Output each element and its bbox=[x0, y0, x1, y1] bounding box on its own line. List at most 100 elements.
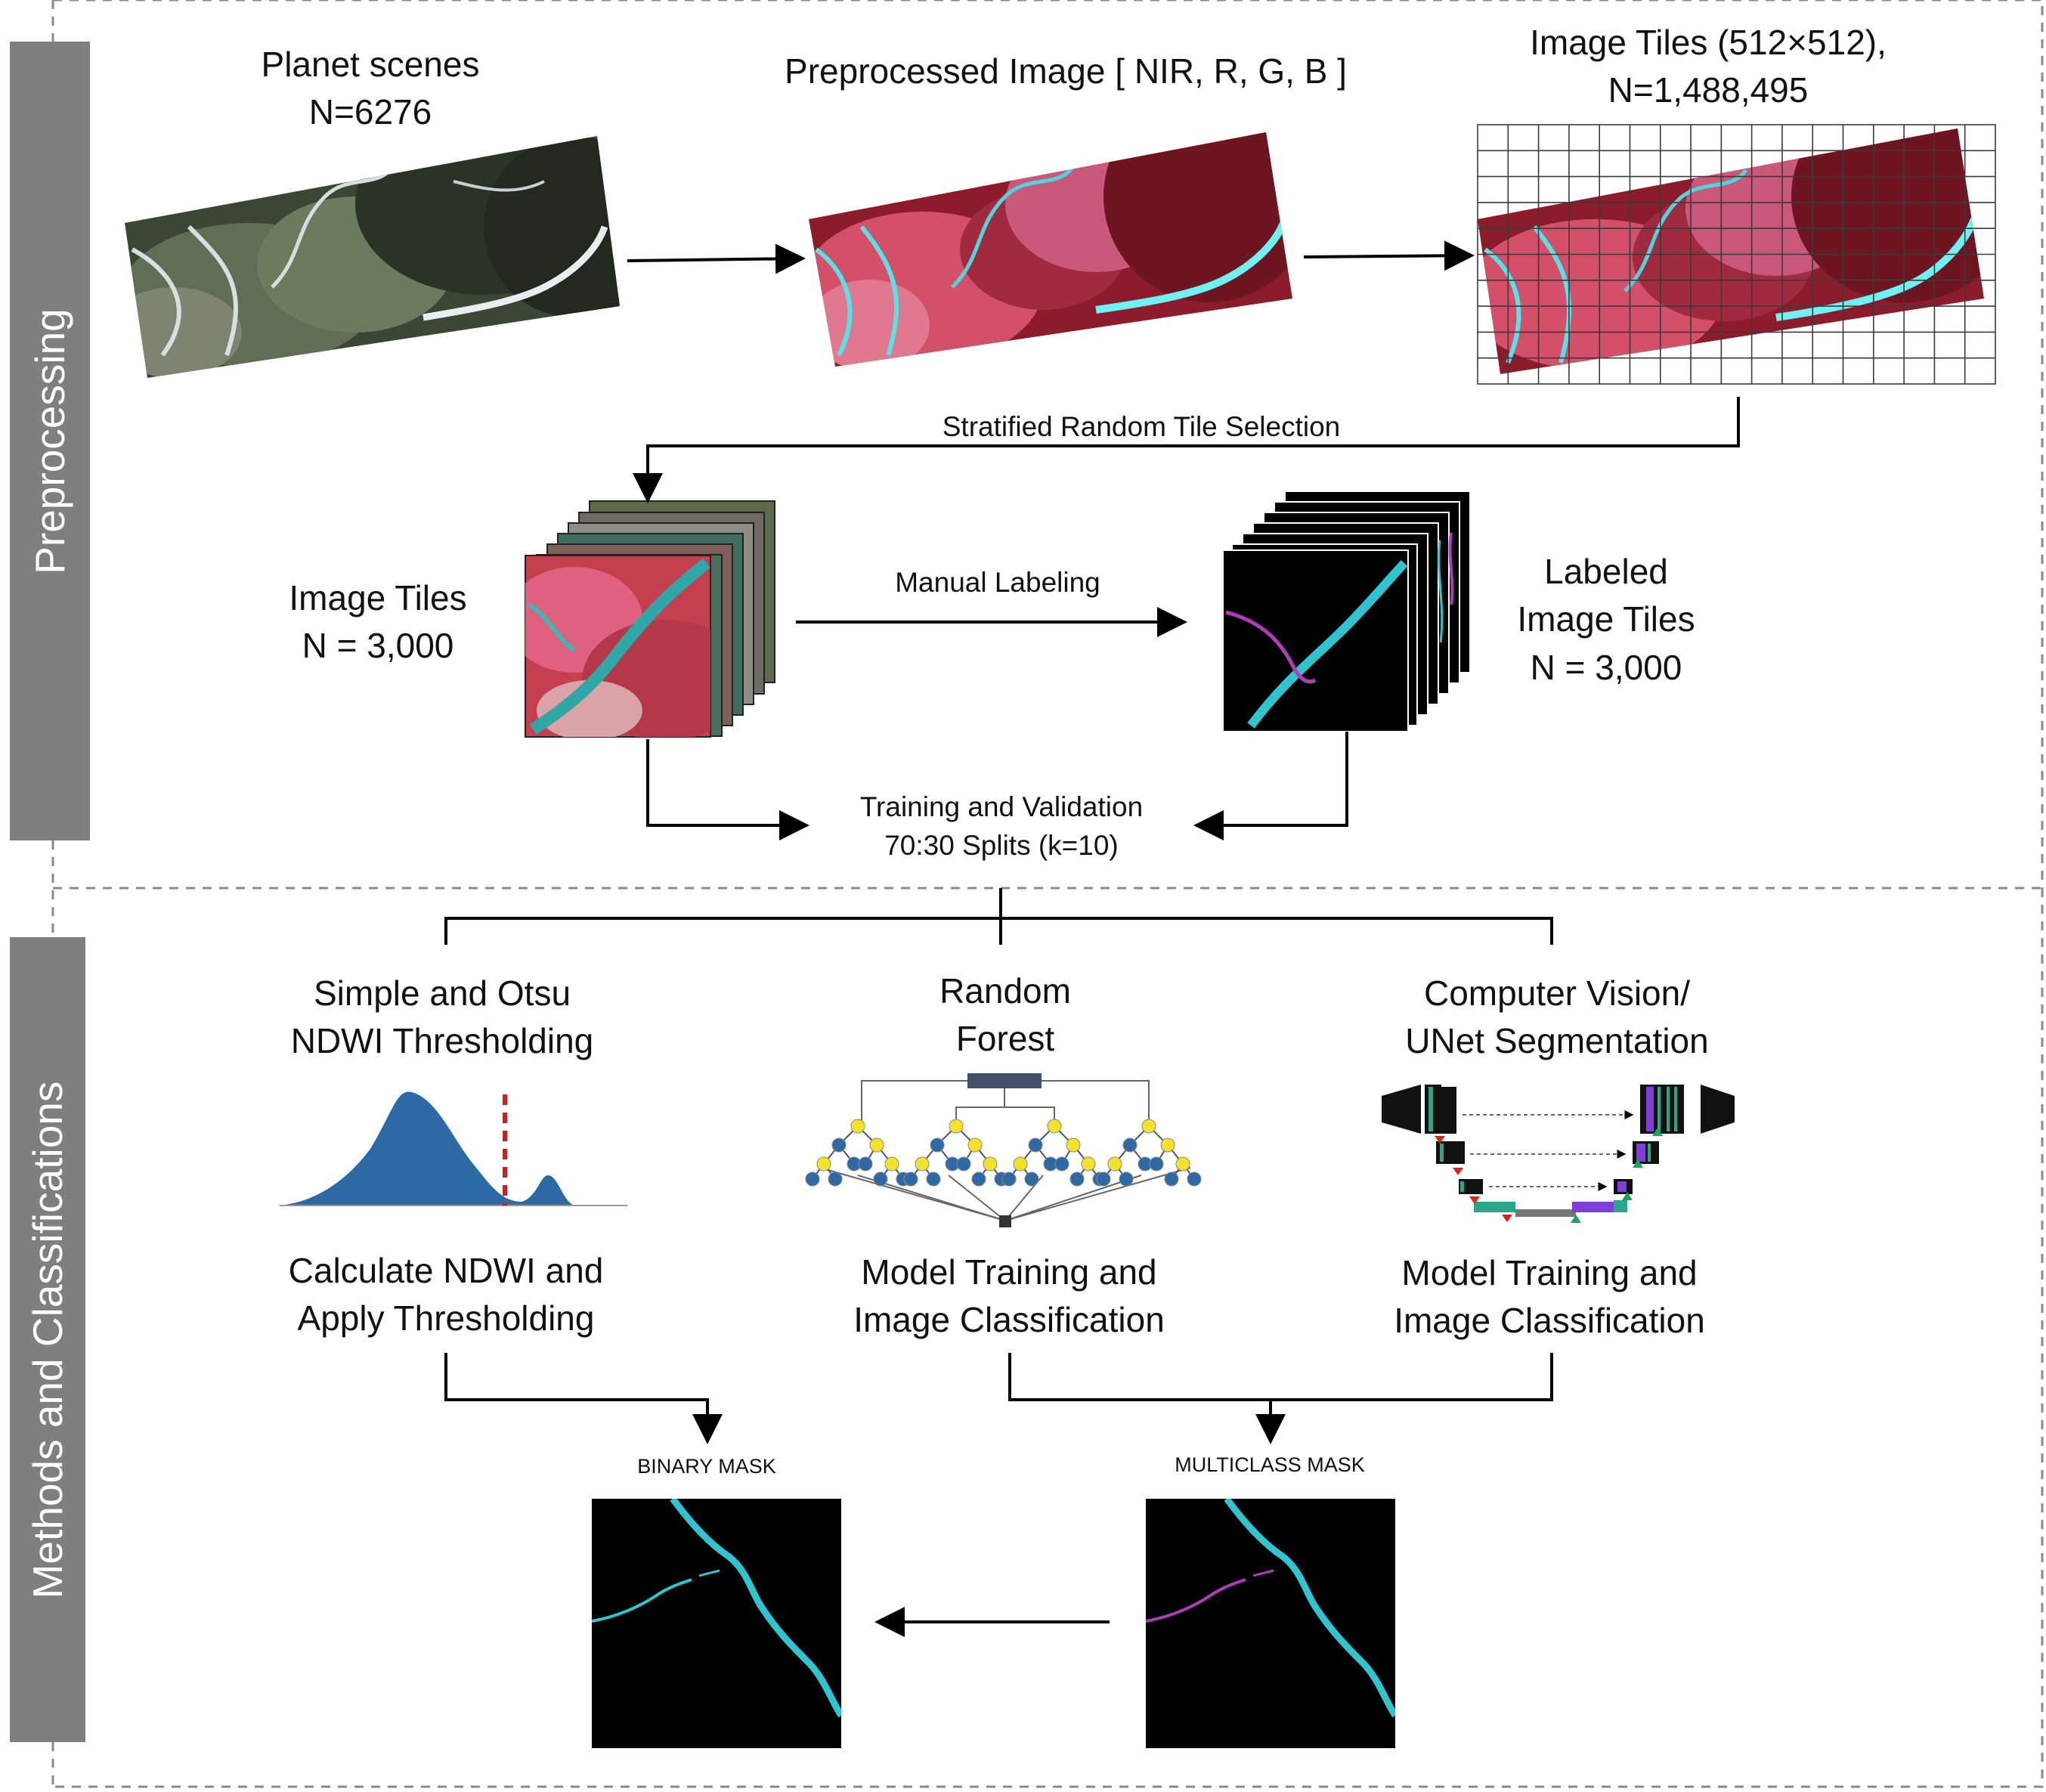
image-tiles-sample-label: Image Tiles N = 3,000 bbox=[249, 574, 506, 670]
rf-split-node bbox=[1081, 1156, 1096, 1171]
methods-title: Methods and Classifications bbox=[24, 1081, 71, 1599]
preprocessing-frame bbox=[53, 0, 2044, 888]
multiclass-mask-image bbox=[1146, 1499, 1395, 1748]
manual-labeling-label: Manual Labeling bbox=[895, 567, 1100, 598]
rf-split-node bbox=[884, 1156, 899, 1171]
rf-leaf-node bbox=[805, 1171, 820, 1187]
planet-scenes-title: Planet scenes bbox=[261, 45, 480, 84]
rf-leaf-node bbox=[1024, 1171, 1039, 1187]
connector-split-bar bbox=[444, 917, 1553, 945]
ndwi-histogram bbox=[280, 1091, 627, 1206]
rf-leaf-node bbox=[956, 1156, 971, 1171]
image-tiles-sample-count: N = 3,000 bbox=[302, 626, 454, 666]
rf-tree bbox=[1096, 1119, 1202, 1187]
random-forest-diagram bbox=[805, 1073, 1202, 1227]
arrow-planet-to-preprocessed bbox=[627, 243, 806, 274]
rf-method-desc: Model Training and Image Classification bbox=[853, 1252, 1165, 1340]
rf-leaf-node bbox=[1122, 1137, 1138, 1153]
rf-leaf-node bbox=[828, 1171, 843, 1187]
rf-leaf-node bbox=[831, 1137, 847, 1153]
labeled-tiles-title2: Image Tiles bbox=[1517, 599, 1695, 639]
planet-scenes-label: Planet scenes N=6276 bbox=[212, 41, 529, 137]
rf-tree bbox=[805, 1119, 911, 1187]
unet-diagram bbox=[1382, 1085, 1735, 1223]
rf-split-node bbox=[1013, 1156, 1028, 1171]
labeled-tile-stack bbox=[1222, 491, 1471, 732]
planet-scene-image bbox=[125, 136, 620, 378]
arrow-labels-to-training bbox=[1193, 732, 1348, 840]
front-tile bbox=[525, 555, 711, 738]
image-tiles-sample-title: Image Tiles bbox=[289, 578, 467, 617]
arrow-tile-selection bbox=[633, 397, 1740, 503]
rf-leaf-node bbox=[971, 1171, 986, 1187]
rf-split-node bbox=[967, 1137, 983, 1153]
rf-root-node bbox=[967, 1073, 1042, 1088]
arrow-ndwi-to-binary bbox=[444, 1353, 723, 1444]
preprocessed-image-label: Preprocessed Image [ NIR, R, G, B ] bbox=[785, 51, 1347, 91]
rf-leaf-node bbox=[873, 1171, 888, 1187]
ndwi-method-desc: Calculate NDWI and Apply Thresholding bbox=[288, 1251, 604, 1339]
rf-leaf-node bbox=[930, 1137, 945, 1153]
rf-split-node bbox=[816, 1156, 831, 1171]
arrow-tiles-to-training bbox=[646, 739, 809, 840]
rf-leaf-node bbox=[858, 1156, 873, 1171]
planet-scenes-count: N=6276 bbox=[308, 92, 432, 132]
labeled-tiles-label: Labeled Image Tiles N = 3,000 bbox=[1481, 548, 1731, 692]
rf-split-node bbox=[1066, 1137, 1081, 1153]
preprocessed-image bbox=[809, 132, 1292, 367]
rf-split-node bbox=[949, 1119, 964, 1134]
rf-leaf-node bbox=[1119, 1171, 1134, 1187]
image-tiles-all-label: Image Tiles (512×512), N=1,488,495 bbox=[1474, 19, 1942, 115]
rf-leaf-node bbox=[1001, 1171, 1017, 1187]
training-validation-label: Training and Validation 70:30 Splits (k=… bbox=[813, 788, 1190, 865]
rf-leaf-node bbox=[1054, 1156, 1069, 1171]
methods-frame bbox=[53, 888, 2044, 1788]
rf-leaf-node bbox=[1028, 1137, 1043, 1153]
front-label-tile bbox=[1222, 549, 1409, 732]
tile-grid bbox=[1477, 124, 1996, 385]
labeled-tiles-count: N = 3,000 bbox=[1530, 647, 1682, 687]
arrow-preprocessed-to-tiles bbox=[1303, 240, 1475, 271]
rf-leaf-node bbox=[903, 1171, 918, 1187]
rf-split-node bbox=[1107, 1156, 1122, 1171]
unet-method-title: Computer Vision/ UNet Segmentation bbox=[1405, 973, 1709, 1061]
image-tiles-all-count: N=1,488,495 bbox=[1608, 70, 1809, 110]
rf-split-node bbox=[1160, 1137, 1175, 1153]
training-validation-split: 70:30 Splits (k=10) bbox=[884, 830, 1119, 862]
rf-tree bbox=[903, 1119, 1009, 1187]
rf-method-title: Random Forest bbox=[939, 971, 1071, 1059]
rf-split-node bbox=[1047, 1119, 1062, 1134]
rf-split-node bbox=[869, 1137, 884, 1153]
preprocessing-section-label: Preprocessing bbox=[10, 42, 90, 840]
flow-connectors bbox=[444, 240, 1740, 1637]
training-validation-title: Training and Validation bbox=[859, 791, 1144, 822]
rf-split-node bbox=[850, 1119, 865, 1134]
stratified-selection-label: Stratified Random Tile Selection bbox=[942, 411, 1341, 442]
rf-leaf-node bbox=[1187, 1171, 1202, 1187]
ndwi-method-title: Simple and Otsu NDWI Thresholding bbox=[290, 973, 594, 1061]
tiled-image bbox=[1477, 124, 1996, 385]
rf-split-node bbox=[1175, 1156, 1190, 1171]
preprocessing-title: Preprocessing bbox=[26, 308, 73, 574]
image-tiles-all-title: Image Tiles (512×512), bbox=[1530, 23, 1887, 62]
section-frames bbox=[51, 0, 2044, 1788]
multiclass-mask-label: MULTICLASS MASK bbox=[1175, 1453, 1365, 1476]
methods-section-label: Methods and Classifications bbox=[10, 937, 85, 1742]
connector-rf-unet bbox=[1008, 1353, 1553, 1401]
rf-tree bbox=[1001, 1119, 1107, 1187]
binary-mask-label: BINARY MASK bbox=[637, 1455, 776, 1478]
unet-method-desc: Model Training and Image Classification bbox=[1394, 1253, 1705, 1341]
rf-split-node bbox=[915, 1156, 930, 1171]
rf-leaf-node bbox=[1164, 1171, 1179, 1187]
binary-mask-image bbox=[592, 1499, 841, 1748]
rf-leaf-node bbox=[1149, 1156, 1164, 1171]
rf-leaf-node bbox=[1096, 1171, 1111, 1187]
rf-output-node bbox=[999, 1215, 1011, 1227]
rf-split-node bbox=[983, 1156, 998, 1171]
rf-leaf-node bbox=[926, 1171, 941, 1187]
image-tile-stack bbox=[525, 500, 775, 738]
labeled-tiles-title1: Labeled bbox=[1544, 552, 1668, 591]
rf-leaf-node bbox=[1069, 1171, 1085, 1187]
rf-split-node bbox=[1141, 1119, 1156, 1134]
